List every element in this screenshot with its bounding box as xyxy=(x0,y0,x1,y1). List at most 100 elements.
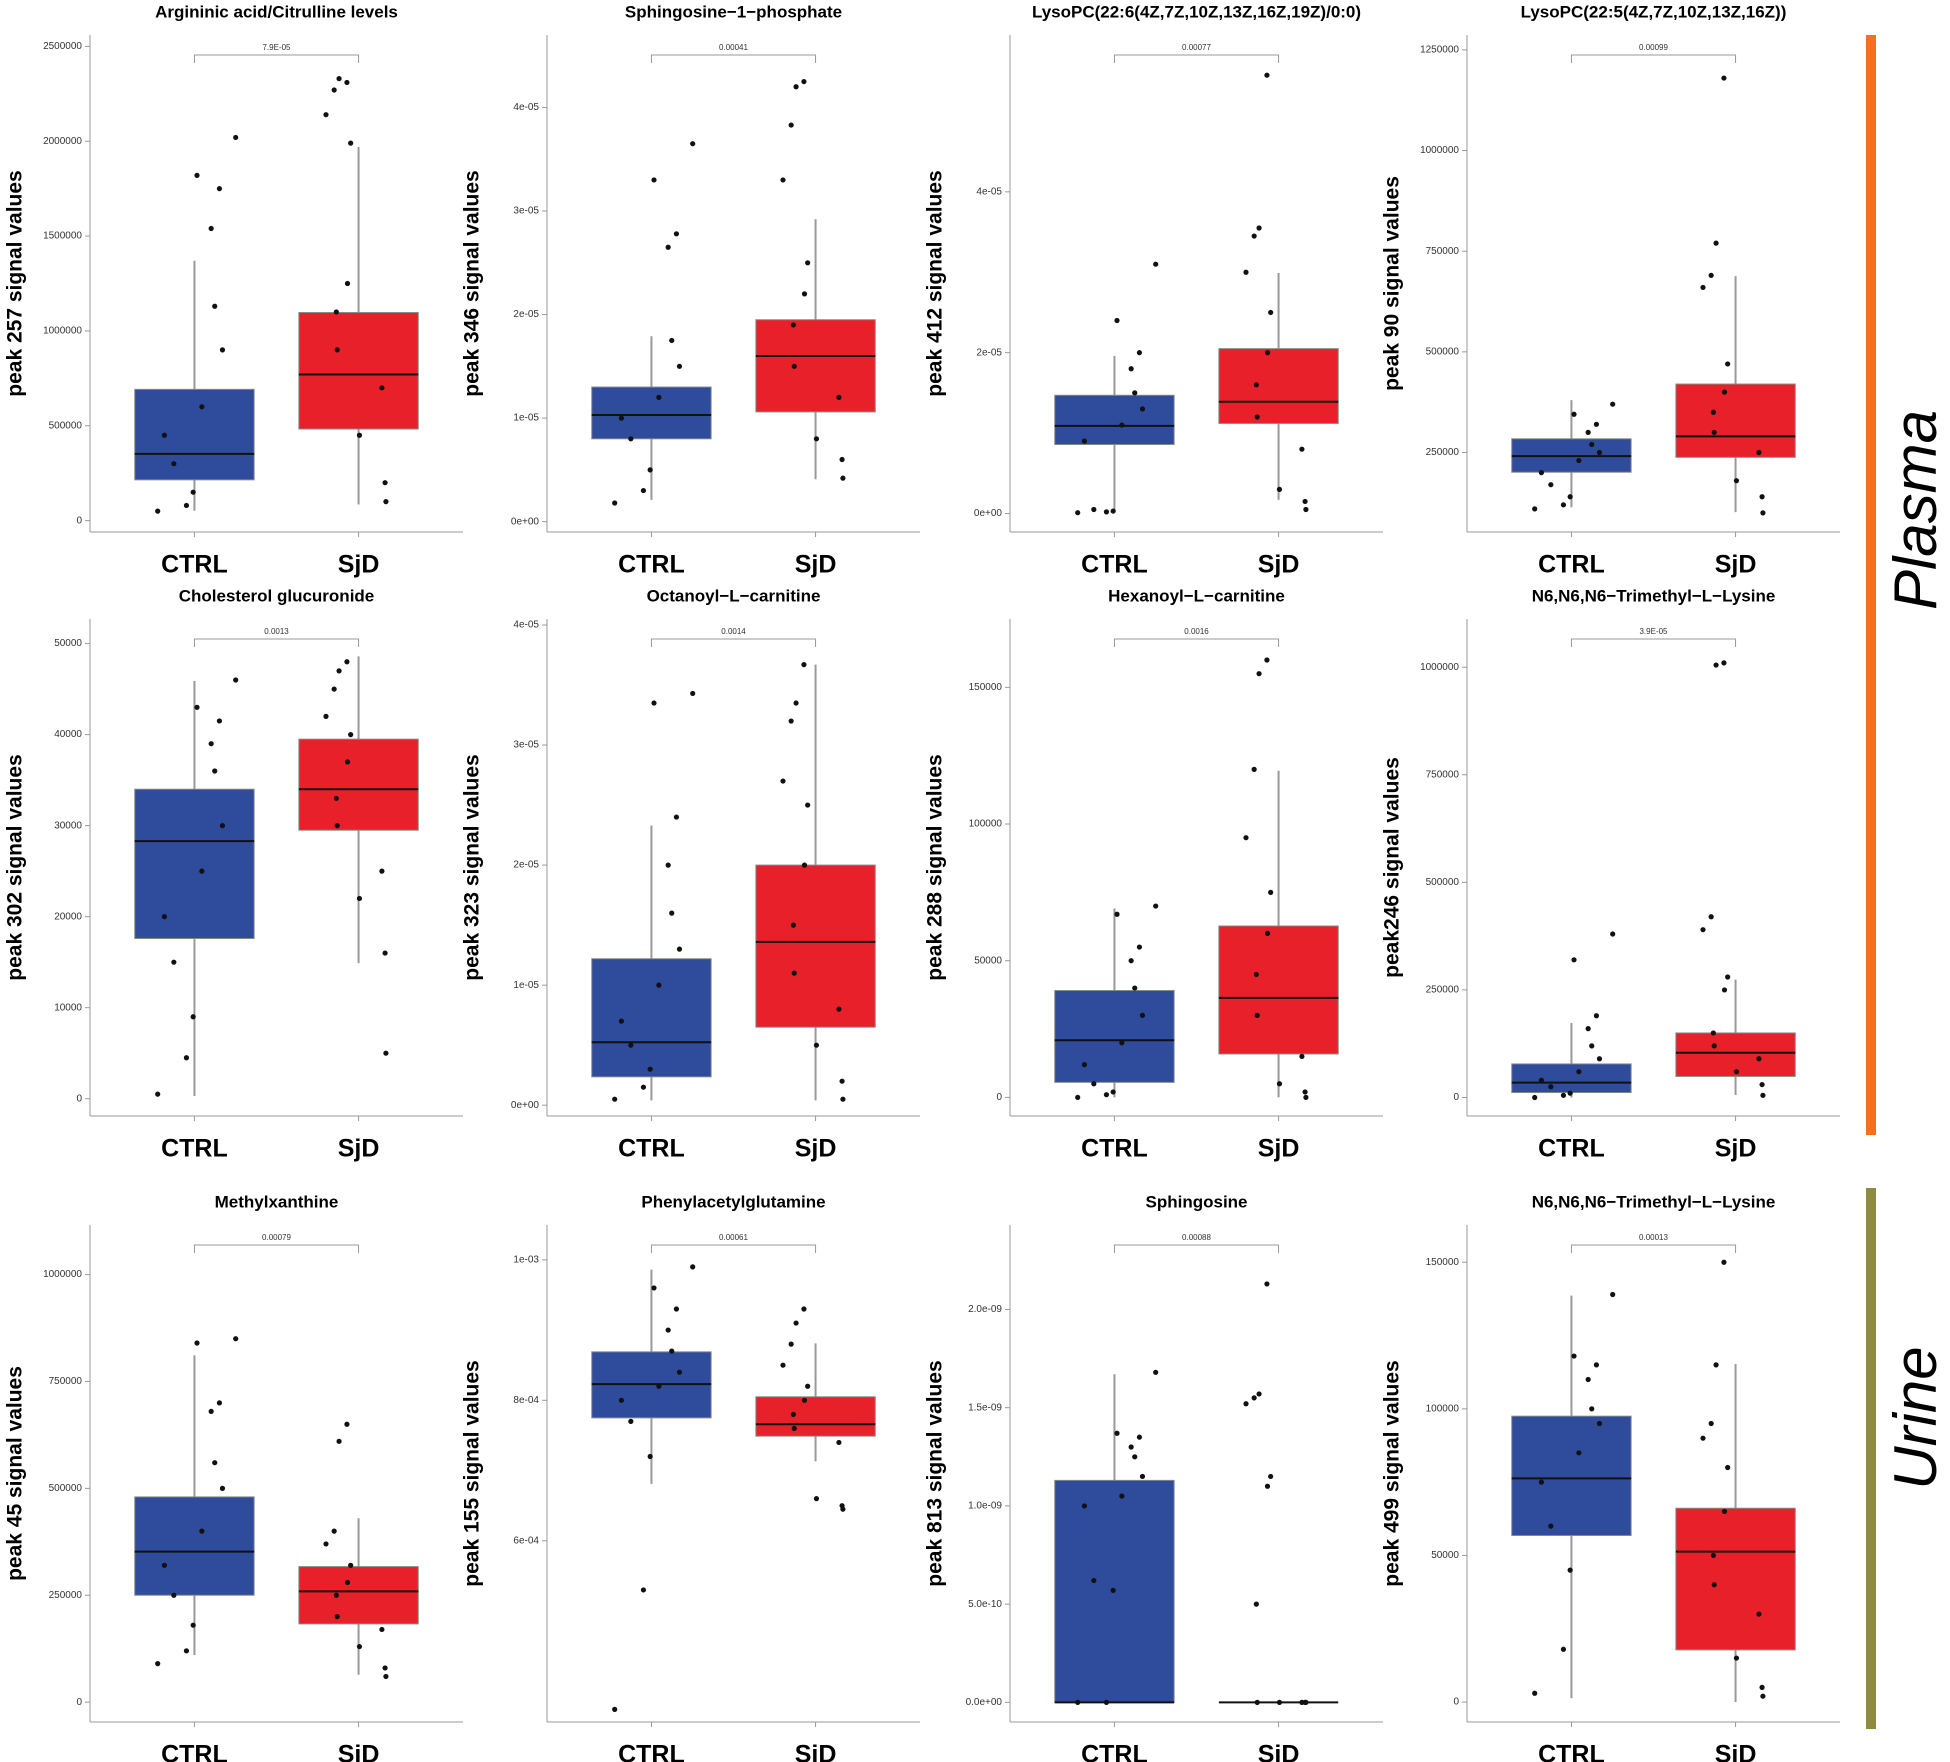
chart-title: Octanoyl−L−carnitine xyxy=(647,586,821,605)
data-point xyxy=(1567,1090,1573,1096)
data-point xyxy=(676,1369,683,1375)
data-point xyxy=(1725,1464,1731,1471)
box xyxy=(1218,348,1339,424)
significance-bracket xyxy=(1570,638,1737,647)
data-point xyxy=(1243,1401,1249,1407)
chart-title: Hexanoyl−L−carnitine xyxy=(1108,586,1285,605)
data-point xyxy=(1276,1699,1283,1705)
data-point xyxy=(382,950,388,956)
data-point xyxy=(1759,1684,1765,1691)
data-point xyxy=(1264,657,1270,663)
data-point xyxy=(1276,486,1283,492)
y-tick-label: 10000 xyxy=(54,1002,82,1013)
data-point xyxy=(1571,957,1577,963)
box xyxy=(1511,1415,1632,1537)
data-point xyxy=(1114,1430,1120,1436)
data-point xyxy=(1128,1444,1134,1450)
data-point xyxy=(1532,506,1538,512)
data-point xyxy=(1081,438,1088,444)
data-point xyxy=(690,1264,696,1270)
data-point xyxy=(1153,903,1159,909)
y-tick-label: 20000 xyxy=(54,911,82,922)
data-point xyxy=(1610,1291,1616,1298)
y-tick-label: 3e-05 xyxy=(513,206,539,217)
data-point xyxy=(331,87,337,93)
y-tick-label: 30000 xyxy=(54,820,82,831)
y-tick-label: 1250000 xyxy=(1420,45,1459,56)
data-point xyxy=(219,823,226,829)
data-point xyxy=(344,759,351,765)
data-point xyxy=(336,76,342,82)
data-point xyxy=(348,1562,354,1568)
data-point xyxy=(1576,1450,1582,1456)
data-point xyxy=(656,1383,662,1389)
data-point xyxy=(801,1306,807,1312)
data-point xyxy=(788,718,794,724)
data-point xyxy=(382,1665,388,1671)
data-point xyxy=(612,500,618,506)
p-value: 0.0016 xyxy=(1184,627,1209,636)
chart-title: LysoPC(22:5(4Z,7Z,10Z,13Z,16Z)) xyxy=(1521,2,1787,21)
section-bar xyxy=(1866,35,1876,1135)
data-point xyxy=(813,1496,820,1502)
data-point xyxy=(1560,1092,1567,1098)
data-point xyxy=(344,1579,351,1586)
x-tick-label: CTRL xyxy=(1538,1135,1605,1163)
data-point xyxy=(1700,927,1706,933)
x-tick-label: SjD xyxy=(338,551,380,579)
box xyxy=(755,864,876,1028)
data-point xyxy=(628,1042,634,1048)
y-tick-label: 1.0e-09 xyxy=(968,1501,1002,1512)
data-point xyxy=(780,177,786,183)
data-point xyxy=(1136,350,1143,356)
data-point xyxy=(344,280,351,287)
data-point xyxy=(1299,446,1305,452)
chart-title: LysoPC(22:6(4Z,7Z,10Z,13Z,16Z,19Z)/0:0) xyxy=(1032,2,1361,21)
data-point xyxy=(793,1320,799,1326)
data-point xyxy=(1708,914,1714,920)
data-point xyxy=(1571,411,1577,417)
data-point xyxy=(651,177,657,183)
data-point xyxy=(618,415,625,421)
data-point xyxy=(647,467,653,473)
data-point xyxy=(1721,1508,1728,1515)
data-point xyxy=(334,1614,340,1620)
data-point xyxy=(219,1485,226,1491)
y-tick-label: 0 xyxy=(76,1093,82,1104)
data-point xyxy=(1596,1056,1603,1062)
x-tick-label: SjD xyxy=(338,1741,380,1762)
box xyxy=(134,388,255,481)
data-point xyxy=(1303,1094,1309,1101)
significance-bracket xyxy=(650,1244,817,1253)
data-point xyxy=(1711,429,1717,435)
y-tick-label: 0 xyxy=(1453,1697,1459,1708)
p-value: 7.9E-05 xyxy=(262,43,291,52)
data-point xyxy=(836,1006,842,1012)
data-point xyxy=(383,1050,389,1056)
data-point xyxy=(1721,75,1727,81)
significance-bracket xyxy=(650,54,817,63)
x-tick-label: CTRL xyxy=(161,551,228,579)
data-point xyxy=(199,1528,205,1534)
significance-bracket xyxy=(193,638,360,647)
data-point xyxy=(1538,1077,1545,1083)
y-tick-label: 1000000 xyxy=(1420,145,1459,156)
data-point xyxy=(791,363,797,369)
data-point xyxy=(839,456,845,463)
data-point xyxy=(1110,1587,1116,1593)
data-point xyxy=(379,868,385,874)
x-tick-label: CTRL xyxy=(1081,1135,1148,1163)
data-point xyxy=(791,970,797,976)
box xyxy=(298,738,419,831)
data-point xyxy=(1532,1690,1538,1696)
data-point xyxy=(1538,1479,1545,1485)
chart-title: Phenylacetylglutamine xyxy=(641,1192,825,1211)
data-point xyxy=(334,823,340,829)
y-tick-label: 0 xyxy=(1453,1092,1459,1103)
data-point xyxy=(1759,494,1765,500)
data-point xyxy=(161,432,168,438)
data-point xyxy=(840,1096,846,1102)
data-point xyxy=(1264,350,1271,356)
data-point xyxy=(233,134,239,141)
data-point xyxy=(1091,1081,1097,1087)
